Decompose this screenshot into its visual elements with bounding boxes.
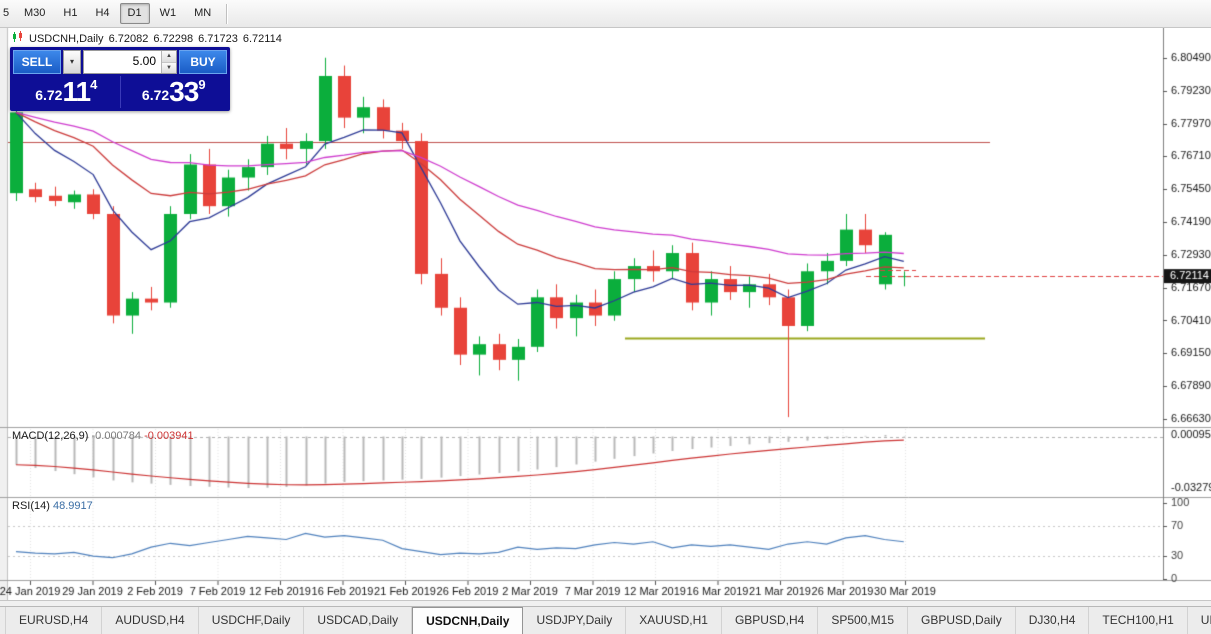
rsi-name: RSI(14) xyxy=(12,500,50,512)
symbol-tab[interactable]: USDCNH,Daily xyxy=(412,607,524,634)
volume-stepper: ▲ ▼ xyxy=(161,51,176,73)
sell-price[interactable]: 6.72 11 4 xyxy=(13,76,120,108)
sell-price-pip: 4 xyxy=(90,77,98,92)
symbol-tab[interactable]: EURUSD,H4 xyxy=(5,607,103,634)
ohlc-high: 6.72298 xyxy=(153,32,194,45)
timeframe-button-h1[interactable]: H1 xyxy=(63,7,78,19)
symbol-tab[interactable]: XAUUSD,H1 xyxy=(626,607,722,634)
volume-input[interactable]: 5.00 xyxy=(132,54,156,68)
volume-increase-button[interactable]: ▲ xyxy=(162,51,176,62)
volume-field: 5.00 ▲ ▼ xyxy=(83,50,177,74)
timeframe-button-m30[interactable]: M30 xyxy=(24,7,46,19)
chart-window: USDCNH,Daily 6.72082 6.72298 6.71723 6.7… xyxy=(0,28,1211,600)
chevron-down-icon: ▾ xyxy=(69,57,74,66)
chart-symbol-period: USDCNH,Daily xyxy=(29,32,104,45)
buy-price[interactable]: 6.72 33 9 xyxy=(119,76,228,108)
sell-price-base: 6.72 xyxy=(35,87,63,103)
ohlc-close: 6.72114 xyxy=(242,32,282,45)
timeframe-button-h4[interactable]: H4 xyxy=(95,7,110,19)
symbol-tab[interactable]: TECH100,H1 xyxy=(1089,607,1188,634)
ohlc-low: 6.71723 xyxy=(198,32,238,45)
chart-title: USDCNH,Daily 6.72082 6.72298 6.71723 6.7… xyxy=(12,31,282,46)
buy-price-pip: 9 xyxy=(198,77,206,92)
timeframe-button-mn[interactable]: MN xyxy=(194,7,212,19)
macd-signal-value: -0.003941 xyxy=(144,430,194,442)
timeframe-toolbar: 5 M30 H1 H4 D1 W1 MN xyxy=(0,0,1211,28)
symbol-tab[interactable]: AUDUSD,H4 xyxy=(102,607,199,634)
buy-button[interactable]: BUY xyxy=(179,50,227,74)
symbol-tab[interactable]: USDCHF,Daily xyxy=(199,607,305,634)
one-click-trading-panel: SELL ▾ 5.00 ▲ ▼ BUY 6.72 11 4 6.72 33 xyxy=(10,47,230,111)
candlestick-chart-icon xyxy=(12,31,24,46)
symbol-tab[interactable]: USDCAD,Daily xyxy=(304,607,413,634)
buy-price-base: 6.72 xyxy=(141,87,170,103)
timeframe-button-d1[interactable]: D1 xyxy=(119,3,150,24)
symbol-tab[interactable]: UKOil,H1 xyxy=(1188,607,1211,634)
symbol-tab-bar: EURUSD,H4 AUDUSD,H4 USDCHF,Daily USDCAD,Dai… xyxy=(0,606,1211,634)
toolbar-separator xyxy=(226,3,229,24)
symbol-tab[interactable]: DJ30,H4 xyxy=(1016,607,1090,634)
volume-decrease-button[interactable]: ▼ xyxy=(162,61,176,73)
macd-name: MACD(12,26,9) xyxy=(12,430,89,442)
buy-price-big: 33 xyxy=(169,76,199,107)
symbol-tab[interactable]: USDJPY,Daily xyxy=(523,607,627,634)
sell-button[interactable]: SELL xyxy=(13,50,61,74)
window-divider xyxy=(0,600,1211,606)
sell-price-big: 11 xyxy=(62,76,91,107)
macd-value: -0.000784 xyxy=(91,430,142,442)
timeframe-button-w1[interactable]: W1 xyxy=(159,7,177,19)
macd-indicator-label: MACD(12,26,9) -0.000784 -0.003941 xyxy=(12,430,194,442)
timeframe-button-5[interactable]: 5 xyxy=(3,7,10,19)
volume-dropdown-button[interactable]: ▾ xyxy=(63,50,81,74)
rsi-indicator-label: RSI(14) 48.9917 xyxy=(12,500,93,512)
price-chart-canvas[interactable] xyxy=(0,28,1211,600)
ohlc-open: 6.72082 xyxy=(108,32,149,45)
symbol-tab[interactable]: GBPUSD,H4 xyxy=(722,607,819,634)
symbol-tab[interactable]: SP500,M15 xyxy=(818,607,909,634)
symbol-tab[interactable]: GBPUSD,Daily xyxy=(908,607,1016,634)
rsi-value: 48.9917 xyxy=(52,500,93,512)
